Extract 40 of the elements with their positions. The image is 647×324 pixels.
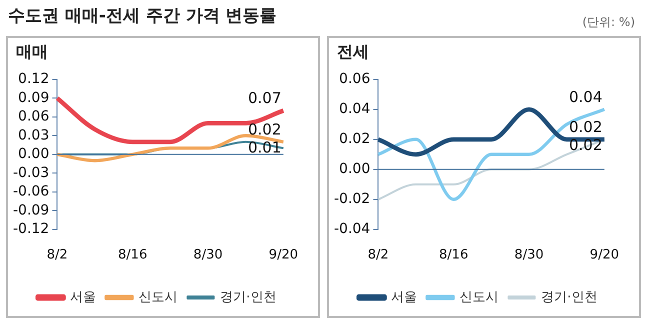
- y-tick-label: 0.06: [339, 71, 370, 88]
- y-tick-label: 0.03: [18, 127, 50, 144]
- y-tick-label: 0.12: [18, 71, 50, 88]
- data-label: 0.04: [568, 88, 602, 106]
- x-tick-label: 9/20: [268, 248, 298, 263]
- data-label: 0.02: [568, 118, 602, 136]
- data-label: 0.02: [568, 136, 602, 154]
- y-tick-label: -0.12: [12, 221, 50, 238]
- y-tick-label: -0.04: [334, 221, 370, 238]
- legend-label: 서울: [70, 290, 96, 305]
- legend-label: 신도시: [460, 290, 499, 305]
- data-label: 0.07: [248, 89, 282, 108]
- text: (단위: %): [582, 14, 635, 31]
- y-tick-label: 0.04: [339, 101, 370, 118]
- y-tick-label: -0.03: [12, 164, 50, 181]
- legend-label: 서울: [391, 290, 418, 305]
- y-tick-label: 0.00: [339, 161, 370, 178]
- y-tick-label: 0.02: [339, 131, 370, 148]
- line-series: [56, 134, 286, 162]
- data-label: 0.02: [248, 120, 282, 138]
- y-tick-label: 0.00: [18, 146, 50, 162]
- legend-label: 신도시: [138, 290, 178, 305]
- x-tick-label: 8/30: [193, 248, 223, 263]
- x-tick-label: 8/30: [514, 248, 544, 263]
- x-tick-label: 8/2: [46, 248, 68, 263]
- y-tick-label: -0.09: [12, 202, 50, 218]
- chart-title: 전세: [337, 42, 369, 63]
- y-tick-label: 0.06: [18, 108, 50, 125]
- y-tick-label: -0.02: [334, 191, 370, 208]
- legend-label: 경기·인천: [220, 290, 276, 305]
- text: 수도권 매매-전세 주간 가격 변동률: [8, 5, 277, 27]
- x-tick-label: 9/20: [590, 248, 620, 263]
- legend-label: 경기·인천: [541, 290, 598, 305]
- x-tick-label: 8/2: [368, 248, 389, 263]
- line-series: [376, 108, 606, 201]
- x-tick-label: 8/16: [439, 248, 468, 263]
- x-tick-label: 8/16: [118, 248, 148, 263]
- y-tick-label: -0.06: [12, 184, 50, 200]
- chart-title: 매매: [16, 42, 48, 63]
- y-tick-label: 0.09: [18, 90, 50, 106]
